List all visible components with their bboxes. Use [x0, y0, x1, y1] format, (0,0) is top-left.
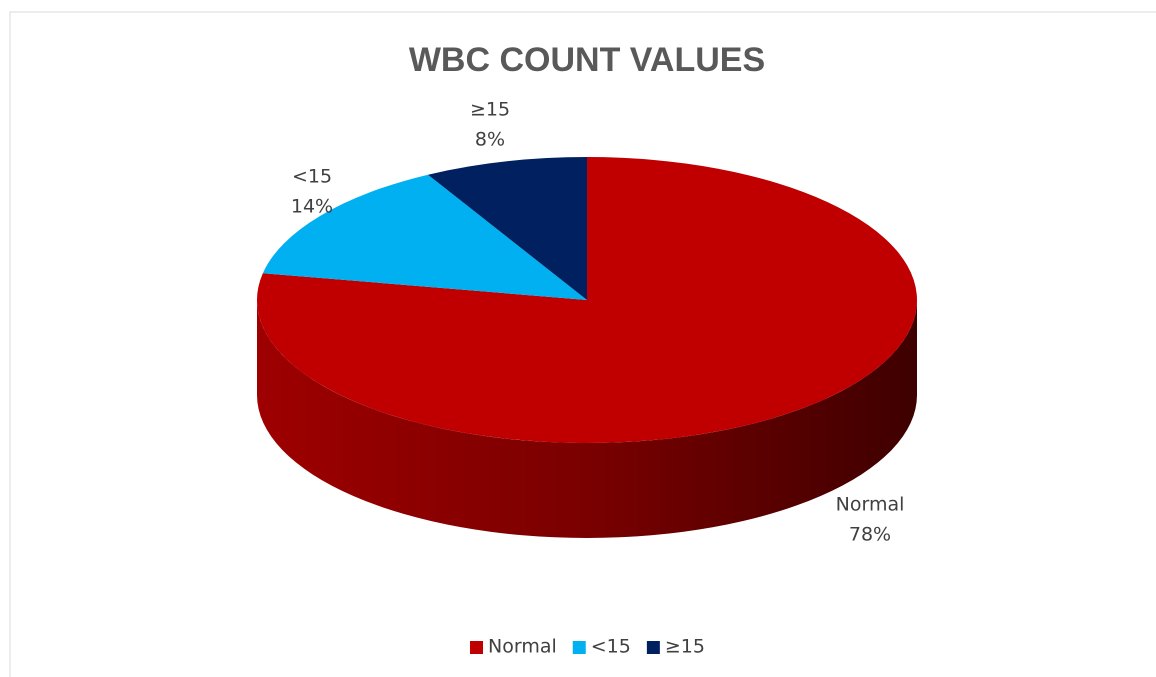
data-labels: Normal 78% <15 14% ≥15 8%: [291, 99, 904, 546]
pie: [257, 157, 917, 538]
legend-label: ≥15: [665, 636, 705, 658]
chart-title: WBC COUNT VALUES: [409, 41, 765, 79]
data-label-name: ≥15: [470, 99, 510, 121]
data-label-value: 78%: [849, 524, 891, 546]
data-label-name: <15: [292, 166, 332, 188]
slice: [262, 174, 587, 300]
data-label-value: 8%: [475, 129, 505, 151]
slice: [428, 157, 587, 300]
data-label-name: Normal: [836, 494, 905, 516]
legend-label: Normal: [488, 636, 557, 658]
legend-label: <15: [591, 636, 631, 658]
data-label-value: 14%: [291, 196, 333, 218]
legend-swatch: [572, 641, 586, 654]
legend-swatch: [646, 641, 660, 654]
legend-swatch: [470, 641, 483, 654]
legend: Normal <15 ≥15: [470, 636, 705, 658]
slice-side: [257, 300, 917, 538]
